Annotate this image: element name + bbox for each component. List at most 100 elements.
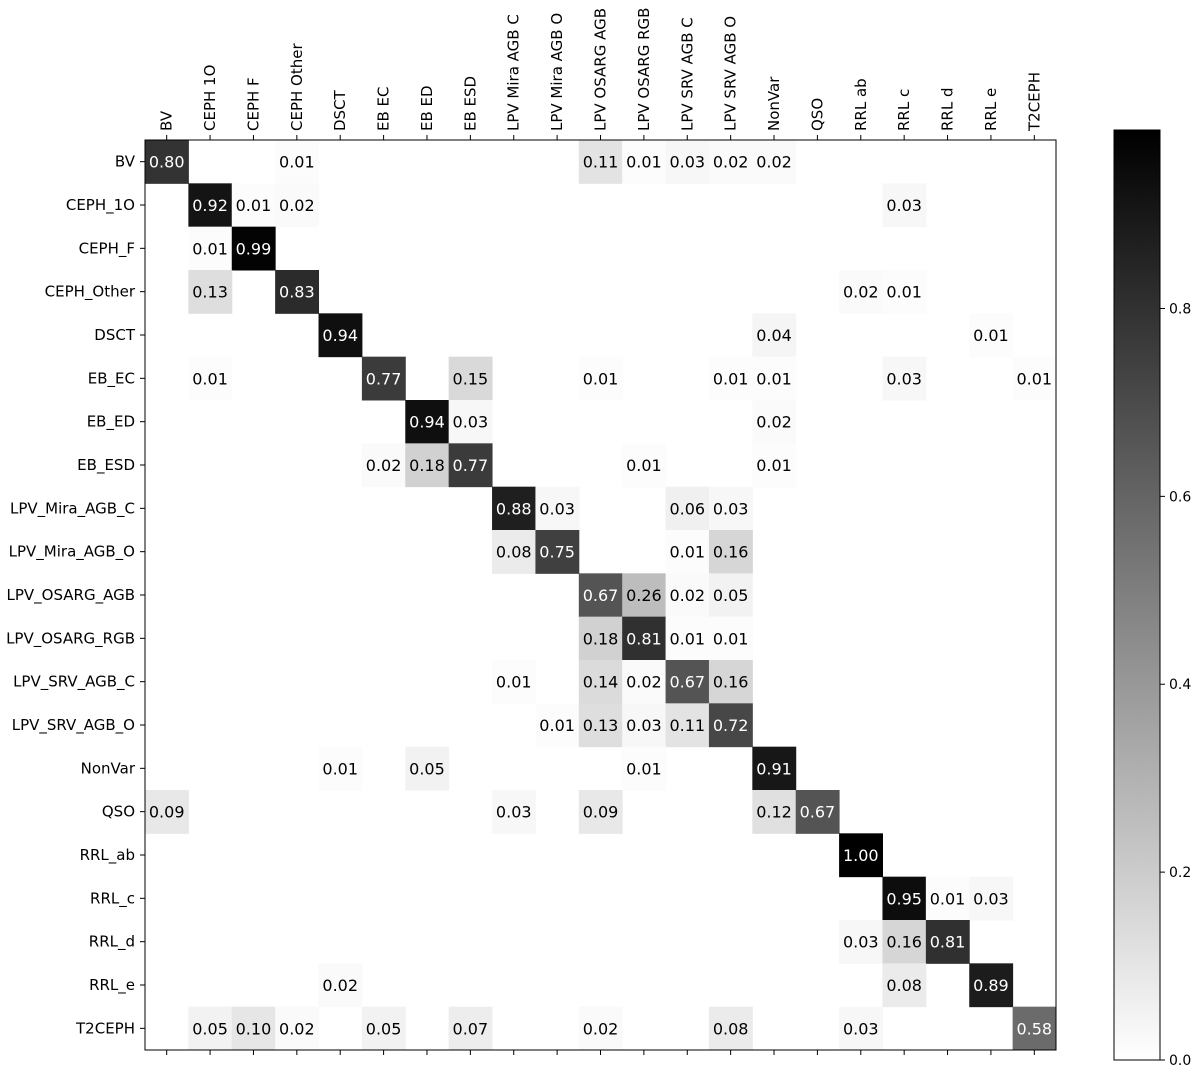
x-tick-label: EB ESD <box>461 76 479 131</box>
heatmap-cell <box>492 530 536 574</box>
heatmap-cell <box>448 356 493 401</box>
heatmap-cell <box>708 616 753 661</box>
cell-value-label: 0.95 <box>886 889 922 908</box>
heatmap-cell <box>752 356 797 401</box>
heatmap-cell <box>839 1006 883 1051</box>
heatmap-cell <box>839 920 883 964</box>
heatmap-cell <box>145 140 189 184</box>
cell-value-label: 0.72 <box>713 716 749 735</box>
cell-value-label: 0.11 <box>583 153 619 172</box>
y-tick-label: CEPH_F <box>79 239 135 258</box>
x-tick-label: CEPH F <box>244 77 262 131</box>
cell-value-label: 1.00 <box>843 846 879 865</box>
cell-value-label: 0.03 <box>453 413 489 432</box>
cell-value-label: 0.01 <box>192 369 228 388</box>
heatmap-cell <box>752 140 797 184</box>
heatmap-cell <box>752 746 797 791</box>
heatmap-cell <box>231 183 276 228</box>
colorbar-gradient <box>1113 129 1161 1061</box>
y-tick-label: LPV_OSARG_AGB <box>7 586 136 605</box>
cell-value-label: 0.13 <box>192 283 228 302</box>
heatmap-cell <box>188 270 233 314</box>
heatmap-cell <box>622 703 667 748</box>
cell-value-label: 0.01 <box>236 196 272 215</box>
cell-value-label: 0.01 <box>539 716 575 735</box>
heatmap-cell <box>752 313 797 358</box>
cell-value-label: 0.01 <box>886 283 922 302</box>
heatmap-cell <box>492 790 536 834</box>
cell-value-label: 0.01 <box>713 369 749 388</box>
cell-value-label: 0.02 <box>713 153 749 172</box>
cell-value-label: 0.01 <box>322 759 358 778</box>
heatmap-cell <box>1012 356 1057 401</box>
cell-value-label: 0.01 <box>756 456 792 475</box>
x-tick-label: BV <box>158 110 176 131</box>
x-tick-label: EB EC <box>375 87 393 132</box>
cell-value-label: 0.10 <box>236 1019 272 1038</box>
heatmap-cell <box>795 790 840 834</box>
cell-value-label: 0.02 <box>279 196 315 215</box>
cell-value-label: 0.58 <box>1016 1019 1052 1038</box>
y-tick-label: QSO <box>102 803 135 821</box>
heatmap-cell <box>969 963 1014 1008</box>
heatmap-cell <box>578 703 623 748</box>
cell-value-label: 0.67 <box>669 673 705 692</box>
heatmap-cell <box>492 660 536 704</box>
heatmap-cell <box>361 356 406 401</box>
heatmap-cell <box>578 790 623 834</box>
heatmap-cell <box>622 573 667 618</box>
heatmap-cell <box>622 140 667 184</box>
cell-value-label: 0.02 <box>583 1019 619 1038</box>
heatmap-cell <box>318 963 363 1008</box>
x-tick-label: LPV Mira AGB C <box>505 14 523 131</box>
heatmap-cell <box>535 703 580 748</box>
cell-value-label: 0.16 <box>713 673 749 692</box>
heatmap-cell <box>622 443 667 488</box>
heatmap-cell <box>231 1006 276 1051</box>
cell-value-label: 0.03 <box>886 196 922 215</box>
heatmap-cells: 0.80 0.01 0.11 0.01 0.03 0.02 0.02 0.92 0.01 0.02… <box>145 140 1057 1051</box>
cell-value-label: 0.18 <box>583 629 619 648</box>
cell-value-label: 0.03 <box>843 1019 879 1038</box>
heatmap-cell <box>708 140 753 184</box>
cell-value-label: 0.14 <box>583 673 619 692</box>
heatmap-cell <box>188 226 233 271</box>
cell-value-label: 0.77 <box>366 369 402 388</box>
x-tick-label: RRL e <box>982 88 1000 131</box>
y-tick-label: LPV_SRV_AGB_C <box>13 673 135 692</box>
heatmap-cell <box>448 1006 493 1051</box>
heatmap-cell <box>275 1006 320 1051</box>
cell-value-label: 0.94 <box>322 326 358 345</box>
cell-value-label: 0.02 <box>756 153 792 172</box>
x-tick-label: LPV Mira AGB O <box>548 13 566 131</box>
cell-value-label: 0.81 <box>930 933 966 952</box>
cell-value-label: 0.26 <box>626 586 662 605</box>
colorbar-tick-label: 0.2 <box>1169 865 1191 881</box>
cell-value-label: 0.11 <box>669 716 705 735</box>
cell-value-label: 0.07 <box>453 1019 489 1038</box>
x-tick-label: T2CEPH <box>1025 72 1043 132</box>
cell-value-label: 0.02 <box>626 673 662 692</box>
cell-value-label: 0.92 <box>192 196 228 215</box>
cell-value-label: 0.77 <box>453 456 489 475</box>
heatmap-cell <box>275 140 320 184</box>
cell-value-label: 0.01 <box>279 153 315 172</box>
heatmap-cell <box>231 226 276 271</box>
cell-value-label: 0.03 <box>626 716 662 735</box>
cell-value-label: 0.08 <box>886 976 922 995</box>
y-tick-label: LPV_OSARG_RGB <box>6 629 135 648</box>
cell-value-label: 0.13 <box>583 716 619 735</box>
cell-value-label: 0.94 <box>409 413 445 432</box>
cell-value-label: 0.16 <box>886 933 922 952</box>
heatmap-cell <box>622 746 667 791</box>
x-tick-label: LPV SRV AGB O <box>722 16 740 131</box>
cell-value-label: 0.01 <box>669 543 705 562</box>
cell-value-label: 0.99 <box>236 239 272 258</box>
heatmap-cell <box>969 313 1014 358</box>
cell-value-label: 0.05 <box>192 1019 228 1038</box>
heatmap-cell <box>882 920 927 964</box>
heatmap-cell <box>405 443 450 488</box>
heatmap-cell <box>752 443 797 488</box>
cell-value-label: 0.03 <box>843 933 879 952</box>
y-tick-label: T2CEPH <box>75 1019 135 1037</box>
